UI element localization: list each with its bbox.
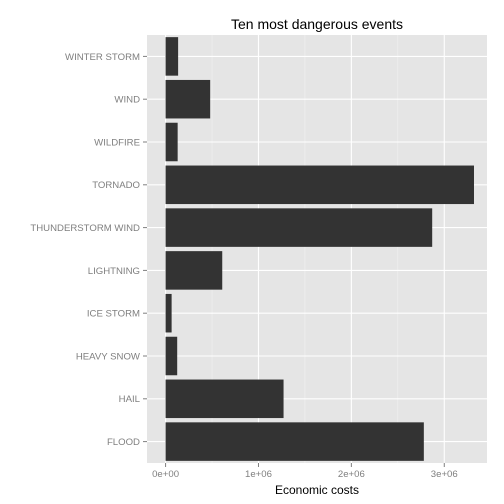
bar-wind [165, 79, 211, 119]
x-tick-label: 2e+06 [338, 469, 365, 480]
x-axis-title: Economic costs [275, 483, 359, 497]
x-tick-label: 1e+06 [245, 469, 272, 480]
x-tick-label: 0e+00 [152, 469, 179, 480]
y-tick-label: ICE STORM [87, 309, 140, 320]
bars-layer [165, 37, 474, 461]
bar-thunderstorm-wind [165, 208, 433, 247]
y-tick-label: TORNADO [92, 180, 140, 191]
bar-wildfire [165, 122, 178, 162]
y-tick-label: THUNDERSTORM WIND [30, 223, 140, 234]
x-tick-label: 3e+06 [431, 469, 458, 480]
y-tick-label: WILDFIRE [94, 137, 140, 148]
y-tick-label: WIND [114, 95, 140, 106]
y-axis: FLOOD HAIL HEAVY SNOW ICE STORM LIGHTNING THU… [30, 52, 147, 448]
y-tick-label: HAIL [119, 394, 141, 405]
x-axis: 0e+00 1e+06 2e+06 3e+06 [152, 463, 458, 480]
y-tick-label: FLOOD [107, 437, 140, 448]
chart-title: Ten most dangerous events [231, 16, 403, 32]
bar-tornado [165, 165, 474, 205]
bar-hail [165, 379, 284, 419]
bar-winter-storm [165, 37, 179, 76]
bar-lightning [165, 251, 223, 290]
y-tick-label: WINTER STORM [65, 52, 140, 63]
bar-flood [165, 422, 424, 461]
y-tick-label: HEAVY SNOW [76, 351, 141, 362]
y-tick-label: LIGHTNING [88, 266, 140, 277]
bar-ice-storm [165, 293, 172, 333]
bar-heavy-snow [165, 336, 178, 376]
